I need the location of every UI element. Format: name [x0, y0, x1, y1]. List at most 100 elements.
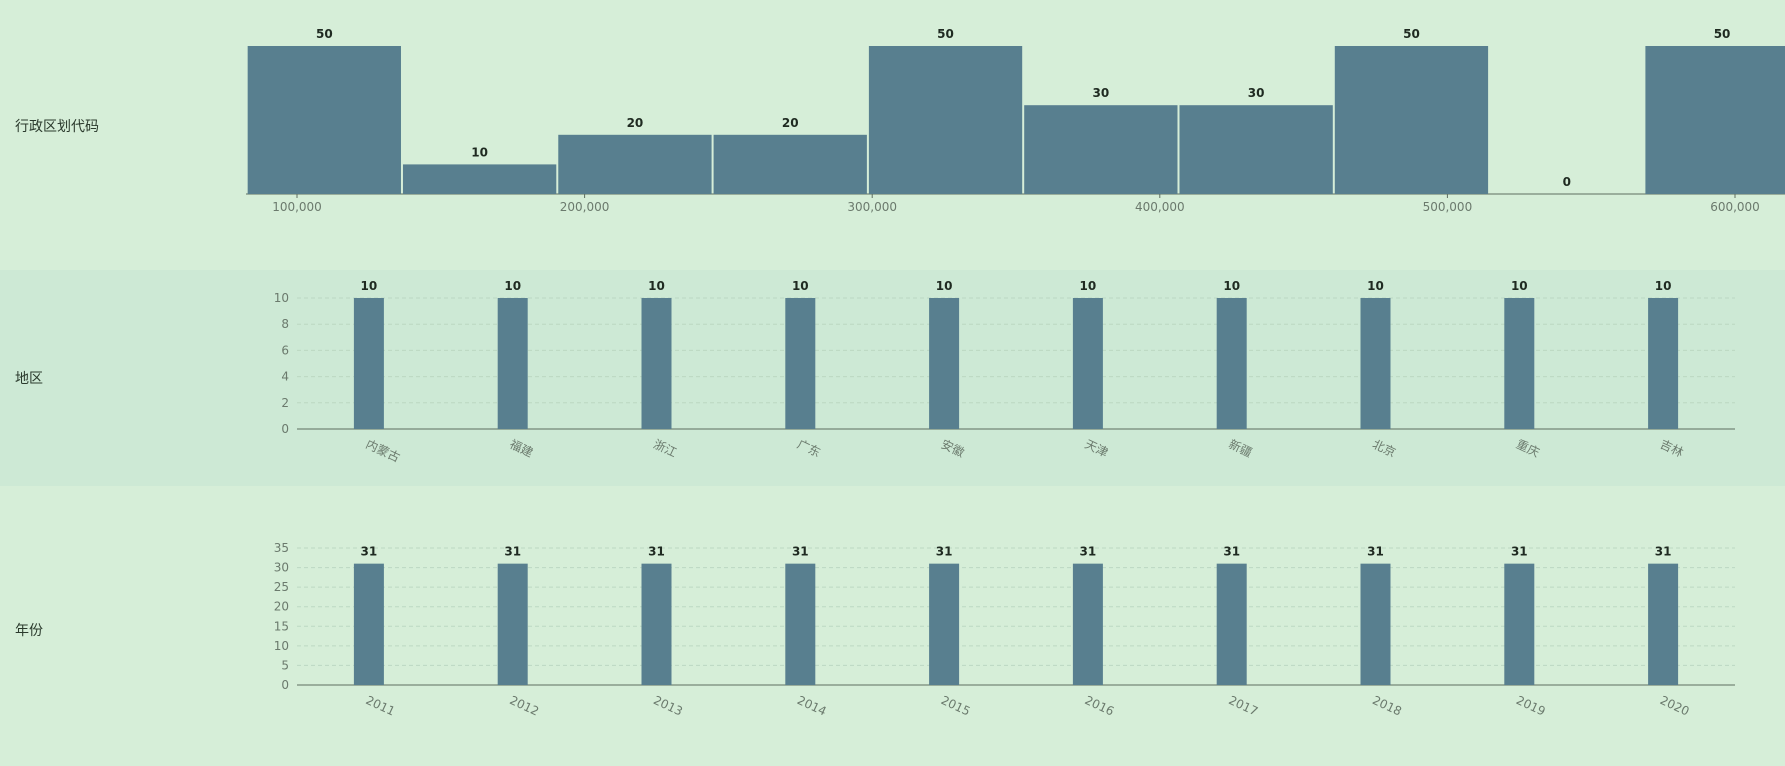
histogram-bar	[868, 46, 1023, 194]
x-tick-label: 500,000	[1423, 200, 1473, 214]
histogram-bar	[402, 164, 557, 194]
row-label-code: 行政区划代码	[15, 119, 99, 135]
data-label: 50	[1403, 27, 1420, 41]
bar	[929, 298, 960, 429]
data-label: 10	[1511, 279, 1528, 293]
data-label: 10	[504, 279, 521, 293]
data-label: 31	[1080, 545, 1097, 559]
data-label: 30	[1092, 86, 1109, 100]
y-tick-label: 10	[274, 291, 289, 305]
data-label: 30	[1248, 86, 1265, 100]
region-row: 地区 0 2 4 6 8 10 10 内蒙古 10 福建 10 浙江 10 广东 10 安徽 10 天津 10 新疆 1…	[0, 270, 1785, 486]
y-tick-label: 0	[281, 422, 289, 436]
bar	[1648, 298, 1679, 429]
y-tick-label: 0	[281, 678, 289, 692]
x-tick-label: 安徽	[939, 436, 967, 460]
y-tick-label: 6	[281, 343, 289, 357]
bar	[1648, 563, 1679, 685]
histogram-bar	[558, 134, 712, 194]
data-label: 31	[1511, 545, 1528, 559]
data-label: 31	[1655, 545, 1672, 559]
x-tick-label: 200,000	[560, 200, 610, 214]
bar	[929, 563, 960, 685]
bar	[1360, 298, 1391, 429]
data-label: 20	[627, 116, 644, 130]
x-tick-label: 2013	[651, 693, 685, 719]
x-tick-label: 天津	[1083, 437, 1111, 460]
y-tick-label: 30	[274, 561, 289, 575]
data-label: 50	[937, 27, 954, 41]
row-label-region: 地区	[15, 371, 43, 387]
bar	[353, 563, 384, 685]
bar	[641, 563, 672, 685]
data-label: 31	[361, 545, 378, 559]
bar	[353, 298, 384, 429]
bar	[1216, 298, 1247, 429]
year-bar-chart: 0 5 10 15 20 25 30 35 31 2011 31 2012 31 2013 31 2014 31…	[274, 541, 1735, 719]
y-tick-label: 4	[281, 370, 289, 384]
y-tick-label: 15	[274, 619, 289, 633]
bar	[1216, 563, 1247, 685]
bar	[1504, 298, 1535, 429]
data-label: 0	[1563, 175, 1571, 189]
data-label: 20	[782, 116, 799, 130]
x-tick-label: 内蒙古	[364, 436, 403, 465]
bar	[641, 298, 672, 429]
y-tick-label: 8	[281, 317, 289, 331]
data-label: 31	[792, 545, 809, 559]
histogram-chart: 50 10 20 20 50 30 30 50 0 50 100,000 200,000 300,000…	[246, 27, 1785, 214]
bar	[1072, 563, 1103, 685]
bar	[497, 298, 528, 429]
y-tick-label: 5	[281, 658, 289, 672]
x-tick-label: 浙江	[651, 437, 679, 460]
data-label: 10	[1655, 279, 1672, 293]
data-label: 10	[361, 279, 378, 293]
data-label: 31	[648, 545, 665, 559]
x-tick-label: 2011	[364, 693, 398, 719]
data-label: 31	[936, 545, 953, 559]
x-tick-label: 吉林	[1658, 437, 1686, 460]
x-tick-label: 2016	[1083, 693, 1117, 719]
year-row: 年份 0 5 10 15 20 25 30 35 31 2011 31 2012 31 2013 31 201…	[0, 486, 1785, 766]
bar	[785, 298, 816, 429]
x-tick-label: 福建	[507, 436, 535, 460]
data-label: 10	[1367, 279, 1384, 293]
histogram-bar	[1334, 46, 1489, 194]
histogram-row: 行政区划代码 50 10 20 20 50 30 30 50 0 50 100,000 200,000…	[0, 0, 1785, 270]
histogram-bar	[1024, 105, 1178, 194]
y-tick-label: 2	[281, 396, 289, 410]
y-tick-label: 35	[274, 541, 289, 555]
histogram-bar	[1179, 105, 1333, 194]
data-label: 10	[1223, 279, 1240, 293]
data-label: 31	[1367, 545, 1384, 559]
x-tick-label: 2014	[795, 693, 829, 719]
x-tick-label: 2020	[1658, 693, 1692, 719]
x-tick-label: 北京	[1370, 437, 1398, 460]
x-tick-label: 广东	[795, 437, 823, 460]
data-label: 10	[648, 279, 665, 293]
bar	[785, 563, 816, 685]
x-tick-label: 300,000	[847, 200, 897, 214]
data-label: 50	[1714, 27, 1731, 41]
x-tick-label: 新疆	[1226, 436, 1254, 460]
y-tick-label: 10	[274, 639, 289, 653]
x-tick-label: 2015	[939, 693, 973, 719]
x-tick-label: 2018	[1370, 693, 1404, 719]
data-label: 10	[471, 145, 488, 159]
bar	[1360, 563, 1391, 685]
x-tick-label: 重庆	[1514, 437, 1542, 460]
region-bar-chart: 0 2 4 6 8 10 10 内蒙古 10 福建 10 浙江 10 广东 10 安徽 10 天津 10 新疆 10 北京…	[274, 279, 1735, 465]
data-label: 10	[792, 279, 809, 293]
x-tick-label: 2017	[1226, 693, 1260, 719]
data-label: 31	[1223, 545, 1240, 559]
data-label: 50	[316, 27, 333, 41]
data-label: 31	[504, 545, 521, 559]
data-label: 10	[1080, 279, 1097, 293]
y-tick-label: 25	[274, 580, 289, 594]
bar	[1504, 563, 1535, 685]
x-tick-label: 100,000	[272, 200, 322, 214]
x-tick-label: 600,000	[1710, 200, 1760, 214]
row-label-year: 年份	[15, 623, 43, 639]
x-tick-label: 400,000	[1135, 200, 1185, 214]
bar	[497, 563, 528, 685]
